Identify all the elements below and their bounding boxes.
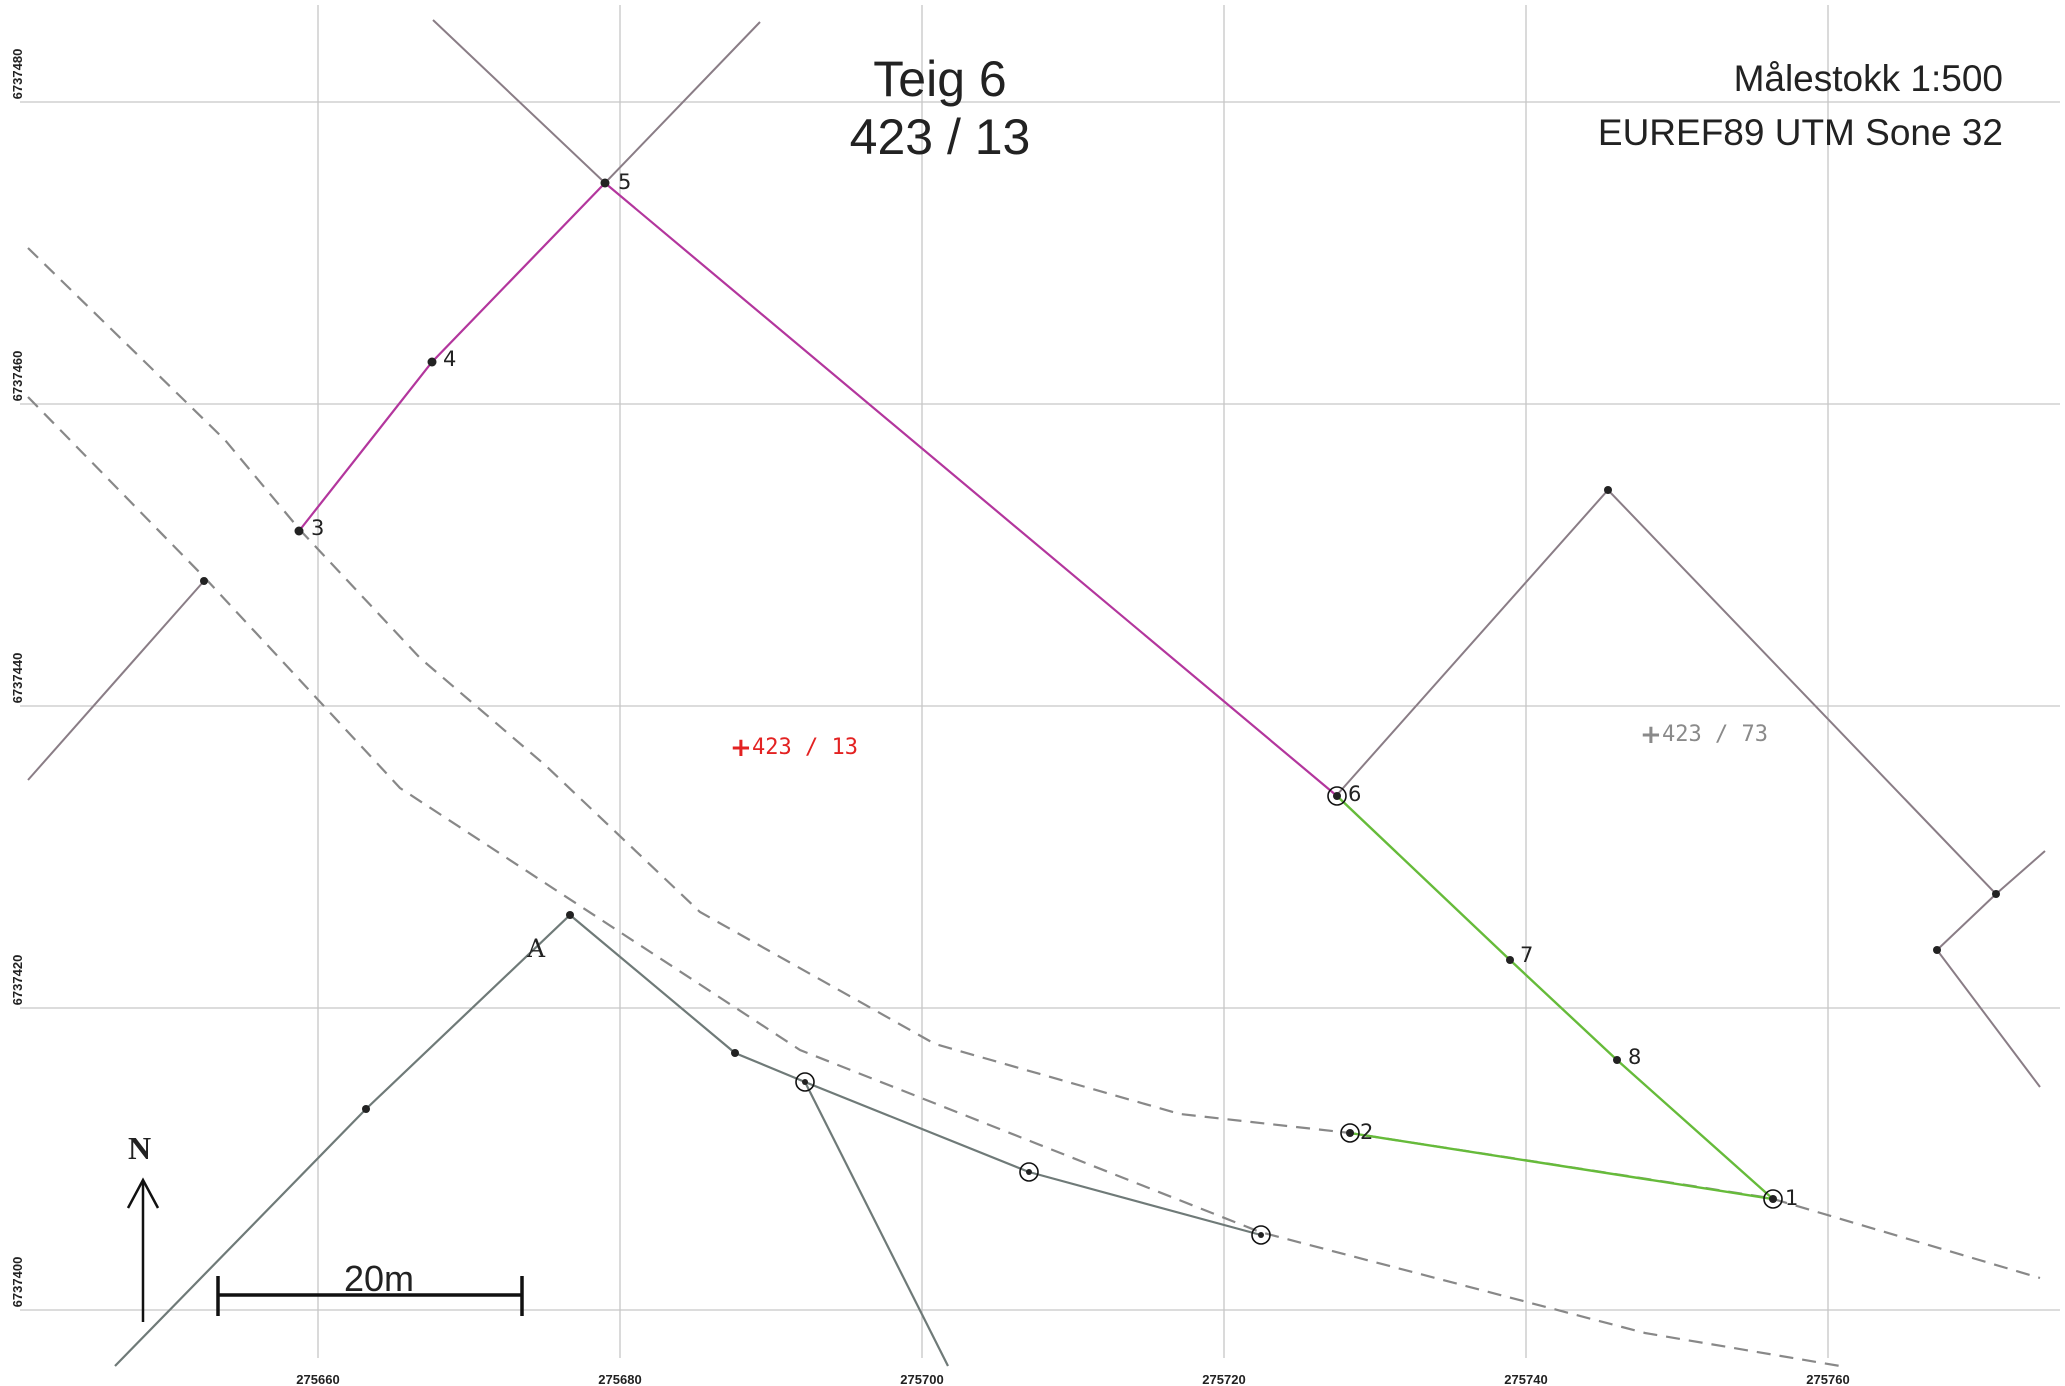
grid-label-x: 275680: [598, 1372, 641, 1386]
circled-points: [795, 786, 1783, 1245]
vertex-road: [731, 1049, 739, 1057]
map-title-line2: 423 / 13: [849, 109, 1031, 165]
grid-label-y: 6737440: [10, 653, 25, 704]
map-title-line1: Teig 6: [873, 51, 1007, 107]
point-label-7: 7: [1520, 943, 1533, 967]
point-label-3: 3: [311, 516, 324, 540]
parcel-marker-neighbor: +: [1640, 720, 1662, 750]
road-line-branch: [804, 1081, 949, 1367]
point-label-6: 6: [1348, 782, 1361, 806]
crs-text: EUREF89 UTM Sone 32: [1597, 112, 2003, 153]
coordinate-grid: [20, 5, 2060, 1358]
neighbor-line-west: [27, 580, 205, 781]
vertex-road: [566, 911, 574, 919]
point-label-4: 4: [443, 347, 456, 371]
parcel-marker-main: +: [730, 733, 752, 763]
vertex-3: [294, 526, 304, 536]
grid-label-x: 275760: [1806, 1372, 1849, 1386]
vertex-neighbor: [1604, 486, 1612, 494]
neighbor-line-east: [1335, 488, 1997, 895]
scale-bar-label: 20m: [344, 1258, 415, 1299]
road-edge-upper: [27, 247, 2041, 1280]
vertex-road: [362, 1105, 370, 1113]
vertex-2: [1346, 1129, 1354, 1137]
north-label: N: [128, 1130, 152, 1166]
parcel-boundary-purple: [298, 181, 1338, 797]
point-label-1: 1: [1785, 1186, 1798, 1210]
point-marker-road-c: [1251, 1225, 1271, 1245]
vertex-7: [1506, 956, 1514, 964]
point-marker-6: [1327, 786, 1347, 806]
parcel-text-neighbor: 423 / 73: [1662, 722, 1768, 747]
parcel-boundary-green: [1336, 795, 1777, 1201]
point-marker-road-b: [1019, 1162, 1039, 1182]
grid-label-x: 275700: [900, 1372, 943, 1386]
vertex-4: [427, 357, 437, 367]
neighbor-line-far-east: [1935, 850, 2046, 1088]
grid-label-y: 6737400: [10, 1257, 25, 1308]
road-boundaries: [114, 913, 1262, 1367]
road-line-main: [114, 913, 1262, 1367]
scale-text: Målestokk 1:500: [1733, 58, 2003, 99]
parcel-label-neighbor: + 423 / 73: [1640, 720, 1768, 750]
grid-label-y: 6737420: [10, 955, 25, 1006]
vertex-road: [1258, 1232, 1264, 1238]
vertex-dots: [200, 178, 2000, 1238]
vertex-6: [1333, 792, 1341, 800]
road-edges-dashed: [27, 247, 2041, 1368]
map-title: Teig 6 423 / 13: [790, 50, 1090, 166]
grid-label-x: 275740: [1504, 1372, 1547, 1386]
vertex-8: [1613, 1056, 1621, 1064]
boundary-6-7-8-1-2: [1336, 795, 1777, 1201]
parcel-text-main: 423 / 13: [752, 735, 858, 760]
boundary-3-4-5-6: [298, 181, 1338, 797]
parcel-label-main: + 423 / 13: [730, 733, 858, 763]
vertex-road: [802, 1079, 808, 1085]
scale-bar: [216, 1276, 524, 1316]
vertex-road: [1026, 1169, 1032, 1175]
grid-label-y: 6737460: [10, 351, 25, 402]
vertex-5: [600, 178, 610, 188]
map-info: Målestokk 1:500 EUREF89 UTM Sone 32: [1598, 52, 2003, 160]
vertex-neighbor: [1992, 890, 2000, 898]
point-marker-1: [1763, 1189, 1783, 1209]
grid-label-x: 275660: [296, 1372, 339, 1386]
point-label-2: 2: [1360, 1120, 1373, 1144]
point-label-8: 8: [1628, 1045, 1641, 1069]
vertex-1: [1769, 1195, 1777, 1203]
point-label-a: A: [526, 934, 546, 963]
grid-label-x: 275720: [1202, 1372, 1245, 1386]
north-arrow-icon: [126, 1177, 160, 1322]
point-marker-road-a: [795, 1072, 815, 1092]
neighbor-boundaries: [27, 19, 2046, 1088]
road-edge-lower: [27, 396, 1841, 1368]
point-marker-2: [1340, 1123, 1360, 1143]
vertex-neighbor: [200, 577, 208, 585]
vertex-neighbor: [1933, 946, 1941, 954]
point-label-5: 5: [618, 170, 631, 194]
grid-label-y: 6737480: [10, 49, 25, 100]
